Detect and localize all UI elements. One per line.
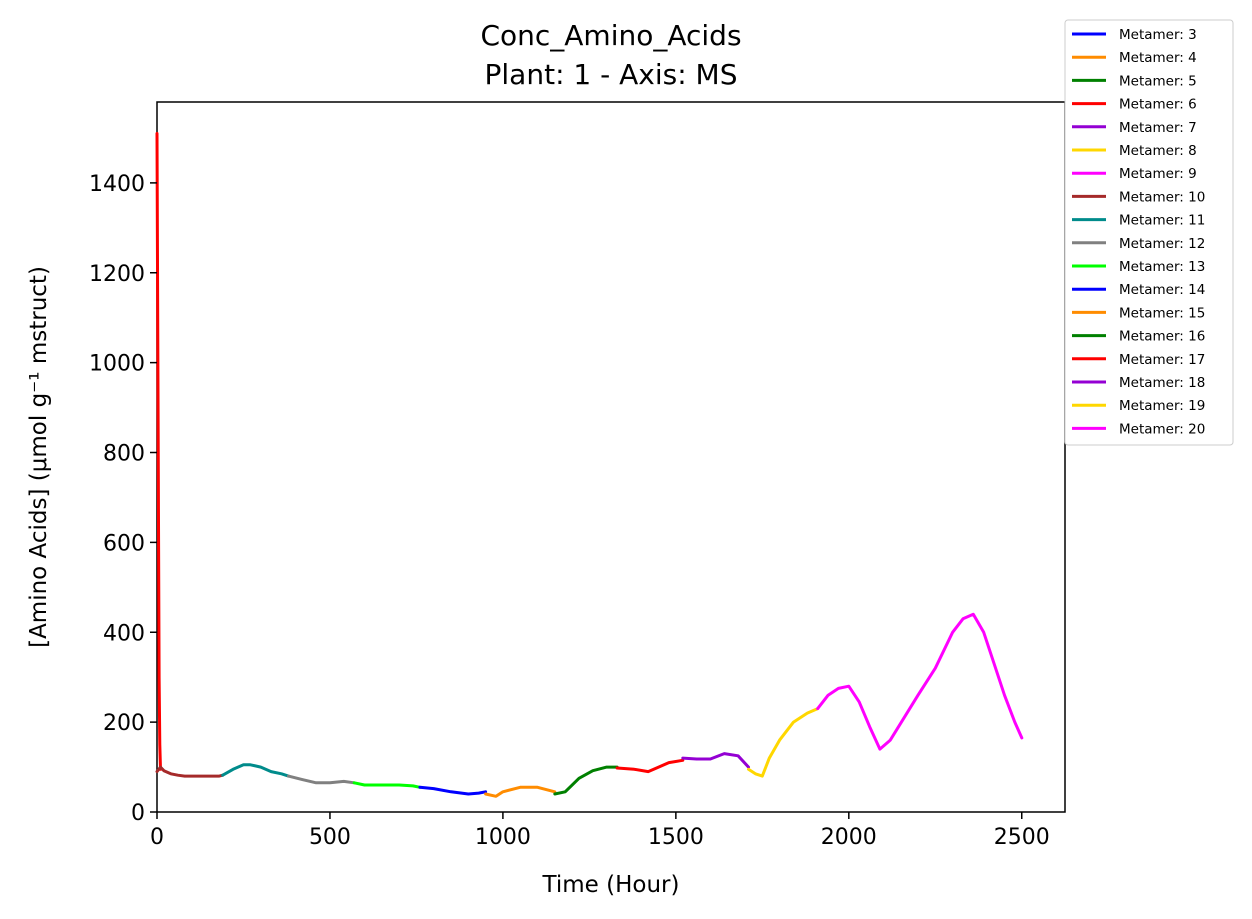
y-tick-label: 0	[131, 801, 145, 826]
series-line-10	[286, 774, 356, 785]
plot-area	[156, 101, 1066, 813]
y-axis-ticks: 0 200 400 600 800 1000 1200 1400	[89, 172, 157, 826]
y-tick-label: 600	[103, 531, 145, 556]
y-tick-label: 800	[103, 442, 145, 467]
legend-entry-label: Metamer: 18	[1119, 375, 1205, 391]
x-axis-ticks: 0 500 1000 1500 2000 2500	[150, 812, 1050, 850]
legend-entry-label: Metamer: 10	[1119, 189, 1205, 205]
y-tick-label: 1400	[89, 172, 145, 197]
y-axis-label: [Amino Acids] (μmol g⁻¹ mstruct)	[26, 266, 52, 648]
legend-entry-label: Metamer: 14	[1119, 282, 1205, 298]
x-axis-label: Time (Hour)	[542, 872, 680, 898]
series-line-15	[615, 758, 685, 774]
series-line-18	[816, 612, 1024, 751]
legend-entry-label: Metamer: 11	[1119, 213, 1205, 229]
series-lines	[155, 132, 1024, 798]
legend-entry-label: Metamer: 16	[1119, 329, 1205, 345]
legend-entry-label: Metamer: 17	[1119, 352, 1205, 368]
legend-box	[1064, 19, 1234, 446]
legend-entry-label: Metamer: 15	[1119, 305, 1205, 321]
legend-entry-label: Metamer: 20	[1119, 421, 1205, 437]
x-tick-label: 2000	[821, 825, 877, 850]
legend-entry-label: Metamer: 12	[1119, 236, 1205, 252]
series-line-9	[221, 763, 290, 778]
legend-entry-label: Metamer: 3	[1119, 27, 1197, 43]
legend: Metamer: 3 Metamer: 4 Metamer: 5 Metamer: 6…	[1064, 19, 1234, 446]
y-tick-label: 200	[103, 711, 145, 736]
legend-entry-label: Metamer: 19	[1119, 398, 1205, 414]
legend-entry-label: Metamer: 9	[1119, 166, 1197, 182]
x-tick-label: 500	[309, 825, 351, 850]
legend-entry-label: Metamer: 8	[1119, 143, 1197, 159]
x-tick-label: 1000	[475, 825, 531, 850]
x-tick-label: 1500	[648, 825, 704, 850]
series-line-4	[155, 132, 162, 771]
y-tick-label: 1200	[89, 262, 145, 287]
chart-title: Conc_Amino_Acids	[480, 19, 741, 52]
legend-entry-label: Metamer: 6	[1119, 97, 1197, 113]
legend-entry-label: Metamer: 13	[1119, 259, 1205, 275]
legend-entry-label: Metamer: 4	[1119, 50, 1197, 66]
x-tick-label: 2500	[994, 825, 1050, 850]
series-line-13	[484, 785, 557, 798]
legend-entry-label: Metamer: 7	[1119, 120, 1197, 136]
x-tick-label: 0	[150, 825, 164, 850]
legend-entry-label: Metamer: 5	[1119, 73, 1197, 89]
series-line-12	[418, 785, 488, 796]
chart-subtitle: Plant: 1 - Axis: MS	[485, 58, 738, 91]
series-line-14	[553, 765, 619, 796]
series-line-8	[155, 765, 225, 778]
y-tick-label: 400	[103, 621, 145, 646]
series-line-17	[747, 707, 820, 778]
series-line-16	[681, 752, 750, 769]
y-tick-label: 1000	[89, 352, 145, 377]
series-line-11	[352, 781, 422, 789]
